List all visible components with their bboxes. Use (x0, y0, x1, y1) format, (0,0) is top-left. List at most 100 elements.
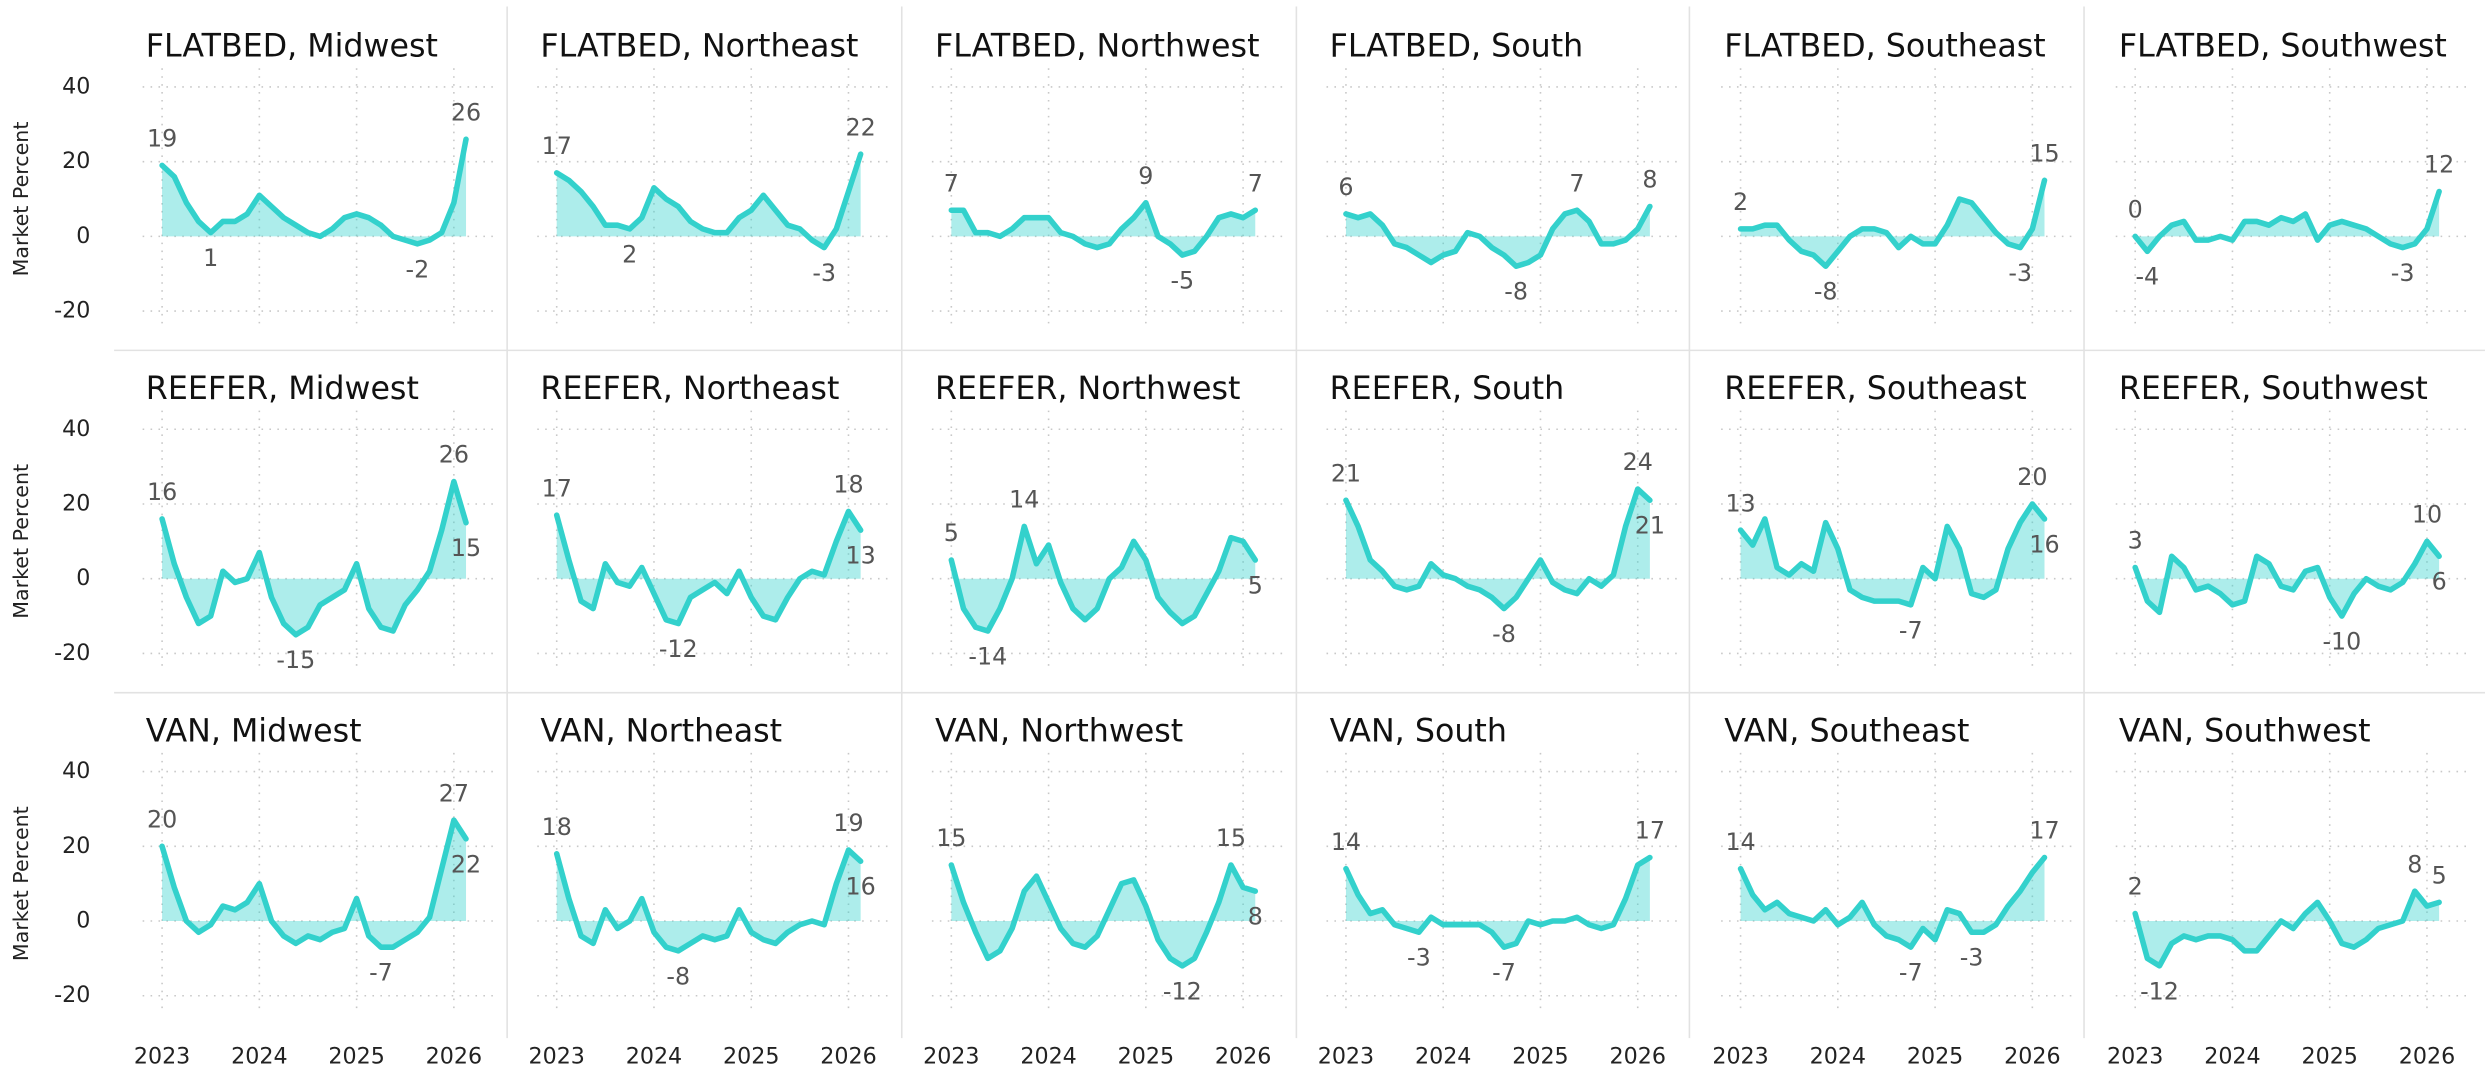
x-tick-label: 2023 (1712, 1044, 1768, 1070)
x-tick-label: 2024 (626, 1044, 682, 1070)
y-tick-label: 20 (62, 833, 90, 859)
y-tick-label: 0 (76, 908, 90, 934)
line (1737, 501, 2048, 608)
data-label: -14 (968, 642, 1007, 670)
panel: 2023 2024 2025 2026 VAN, Southwest 2 -12 8 5 (2107, 713, 2471, 1070)
y-tick-label: 40 (62, 73, 90, 99)
data-label: 26 (439, 441, 469, 469)
x-tick-label: 2026 (426, 1044, 482, 1070)
area (556, 850, 861, 951)
data-label: -15 (276, 646, 315, 674)
area (951, 526, 1256, 631)
panel-title: REEFER, Northwest (935, 371, 1240, 407)
x-tick-label: 2026 (1215, 1044, 1271, 1070)
data-label: -10 (2322, 627, 2361, 655)
area (1740, 857, 2045, 948)
x-tick-label: 2025 (1907, 1044, 1963, 1070)
panel: FLATBED, South 6 -8 7 8 (1326, 29, 1682, 330)
line (1343, 486, 1653, 612)
data-label: 8 (1642, 166, 1657, 194)
panel-title: REEFER, Northeast (540, 371, 839, 407)
data-label: -3 (2008, 259, 2032, 287)
y-tick-label: -20 (54, 982, 90, 1008)
data-label: 13 (846, 542, 876, 570)
data-label: 3 (2128, 527, 2143, 555)
panel-title: REEFER, Midwest (146, 371, 419, 407)
line (553, 847, 864, 954)
panel-title: VAN, Midwest (146, 713, 362, 749)
panel-title: FLATBED, South (1330, 29, 1584, 65)
panel: REEFER, Northeast 17 -12 18 13 (537, 371, 893, 673)
panel: -20 0 20 40 Market Percent FLATBED, Midwest 19… (9, 29, 498, 330)
data-label: -8 (1492, 620, 1516, 648)
area (162, 139, 467, 244)
x-tick-label: 2023 (923, 1044, 979, 1070)
data-label: 17 (542, 132, 572, 160)
panel: -20 0 20 40 Market Percent 2023 2024 2025 2026 VA… (9, 713, 498, 1070)
panel: REEFER, Southwest 3 -10 10 6 (2115, 371, 2471, 673)
line (1343, 203, 1653, 270)
data-label: 16 (147, 478, 177, 506)
data-label: 22 (846, 113, 876, 141)
line (159, 817, 469, 950)
area (2135, 541, 2440, 617)
data-label: 16 (2029, 530, 2059, 558)
panel-title: VAN, Northwest (935, 713, 1183, 749)
line (2132, 888, 2442, 969)
y-axis-label: Market Percent (9, 806, 33, 961)
y-tick-label: 0 (76, 565, 90, 591)
y-tick-label: -20 (54, 298, 90, 324)
x-tick-label: 2025 (328, 1044, 384, 1070)
data-label: -8 (666, 962, 690, 990)
line (553, 508, 864, 627)
area (1740, 180, 2045, 267)
y-tick-label: 40 (62, 416, 90, 442)
data-label: -8 (1814, 278, 1838, 306)
data-label: 21 (1331, 459, 1361, 487)
data-label: 17 (1635, 817, 1665, 845)
data-label: 0 (2128, 196, 2143, 224)
x-tick-label: 2026 (820, 1044, 876, 1070)
area (2135, 891, 2440, 966)
panel-title: VAN, Southeast (1724, 713, 1969, 749)
y-tick-label: 40 (62, 758, 90, 784)
panel: -20 0 20 40 Market Percent REEFER, Midwest 16 -… (9, 371, 498, 674)
data-label: 14 (1331, 828, 1361, 856)
data-label: 6 (1338, 173, 1353, 201)
panel-title: VAN, South (1330, 713, 1507, 749)
x-tick-label: 2026 (1610, 1044, 1666, 1070)
panel: FLATBED, Southwest 0 -4 -3 12 (2115, 29, 2471, 330)
data-label: 14 (1009, 486, 1039, 514)
panel-title: REEFER, Southwest (2119, 371, 2428, 407)
data-label: -12 (1163, 977, 1202, 1005)
data-label: 17 (2029, 817, 2059, 845)
panel: 2023 2024 2025 2026 VAN, Northeast 18 -8 19 16 (528, 713, 893, 1070)
data-label: 7 (1248, 169, 1263, 197)
x-tick-label: 2024 (2204, 1044, 2260, 1070)
y-tick-label: 20 (62, 148, 90, 174)
area (162, 481, 467, 635)
line (948, 862, 1259, 969)
area (1740, 503, 2045, 605)
data-label: -3 (812, 259, 836, 287)
data-label: -2 (406, 255, 430, 283)
panel-title: FLATBED, Southeast (1724, 29, 2045, 65)
panel: FLATBED, Southeast 2 -8 -3 15 (1721, 29, 2077, 330)
area (1345, 206, 1650, 267)
y-axis-label: Market Percent (9, 464, 33, 619)
y-tick-label: -20 (54, 640, 90, 666)
area (951, 202, 1256, 256)
panel-title: REEFER, Southeast (1724, 371, 2026, 407)
data-label: 5 (2432, 861, 2447, 889)
data-label: -7 (1899, 616, 1923, 644)
line (553, 151, 864, 251)
panel: REEFER, Southeast 13 -7 20 16 (1721, 371, 2077, 673)
x-tick-label: 2024 (1415, 1044, 1471, 1070)
data-label: 19 (833, 809, 863, 837)
area (1345, 857, 1650, 948)
line (159, 136, 469, 247)
data-label: 5 (944, 519, 959, 547)
area (1345, 489, 1650, 609)
data-label: -5 (1170, 266, 1194, 294)
